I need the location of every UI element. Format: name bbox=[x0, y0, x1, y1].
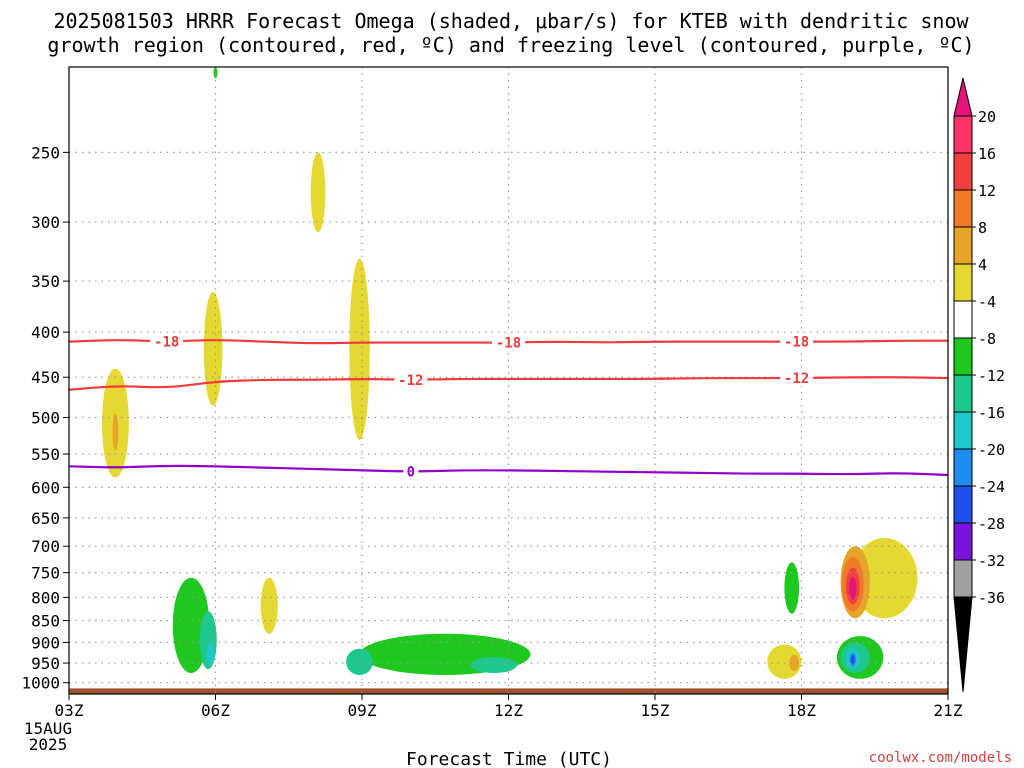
colorbar-swatch bbox=[953, 411, 973, 450]
x-tick-label: 15Z bbox=[641, 701, 670, 720]
omega-feature bbox=[206, 642, 215, 666]
x-date-label: 15AUG bbox=[24, 719, 72, 738]
omega-feature bbox=[849, 576, 857, 600]
contour-label-bg bbox=[150, 333, 184, 350]
colorbar-swatch bbox=[953, 374, 973, 413]
omega-feature bbox=[310, 152, 326, 233]
y-tick-label: 400 bbox=[31, 323, 60, 342]
contour-label-bg bbox=[780, 333, 814, 350]
y-tick-label: 950 bbox=[31, 654, 60, 673]
colorbar: 20 16 12 8 4 -4 -8 -12 -16 -20 -24 -28 -32 -36 bbox=[953, 77, 1005, 693]
y-tick-label: 250 bbox=[31, 143, 60, 162]
colorbar-label: 20 bbox=[978, 108, 996, 126]
y-tick-label: 450 bbox=[31, 368, 60, 387]
omega-feature bbox=[784, 562, 800, 614]
contour-label: -12 bbox=[398, 373, 423, 389]
y-tick-label: 500 bbox=[31, 409, 60, 428]
colorbar-bottom-arrow bbox=[953, 596, 973, 693]
x-tick-label: 06Z bbox=[201, 701, 230, 720]
y-tick-label: 550 bbox=[31, 445, 60, 464]
contour-label-bg bbox=[780, 370, 814, 387]
contour-label: -18 bbox=[496, 336, 521, 352]
contour-label: -12 bbox=[784, 371, 809, 387]
x-tick-label: 09Z bbox=[348, 701, 377, 720]
colorbar-label: -36 bbox=[978, 589, 1005, 607]
colorbar-swatch bbox=[953, 448, 973, 487]
contour-label-bg bbox=[492, 334, 525, 351]
y-tick-label: 900 bbox=[31, 633, 60, 652]
x-date-label: 2025 bbox=[29, 735, 68, 754]
colorbar-swatch bbox=[953, 115, 973, 154]
x-tick-label: 12Z bbox=[494, 701, 523, 720]
colorbar-swatch bbox=[953, 485, 973, 524]
omega-shading bbox=[101, 67, 918, 679]
colorbar-label: 4 bbox=[978, 256, 987, 274]
contour-line bbox=[68, 376, 949, 391]
omega-feature bbox=[112, 413, 119, 451]
pressure-axis: 250 300 350 400 450 500 550 600 650 700 750 800 850 9… bbox=[21, 143, 69, 693]
chart-title-line-2: growth region (contoured, red, ºC) and f… bbox=[47, 33, 974, 57]
omega-feature bbox=[213, 67, 218, 79]
y-tick-label: 650 bbox=[31, 509, 60, 528]
colorbar-label: -28 bbox=[978, 515, 1005, 533]
omega-feature bbox=[470, 656, 518, 674]
contour-label: 0 bbox=[407, 465, 415, 481]
y-tick-label: 600 bbox=[31, 478, 60, 497]
colorbar-label: -24 bbox=[978, 478, 1005, 496]
omega-feature bbox=[789, 654, 800, 672]
y-tick-label: 700 bbox=[31, 537, 60, 556]
omega-feature bbox=[203, 291, 223, 406]
colorbar-label: -20 bbox=[978, 441, 1005, 459]
contour-line bbox=[68, 464, 949, 477]
credit-text: coolwx.com/models bbox=[869, 750, 1012, 766]
colorbar-label: -12 bbox=[978, 367, 1005, 385]
colorbar-swatch bbox=[953, 522, 973, 561]
colorbar-label: -16 bbox=[978, 404, 1005, 422]
colorbar-label: -32 bbox=[978, 552, 1005, 570]
contour-label: -18 bbox=[784, 335, 809, 351]
contour-line bbox=[68, 339, 948, 345]
y-tick-label: 800 bbox=[31, 588, 60, 607]
chart-title-line-1: 2025081503 HRRR Forecast Omega (shaded, … bbox=[53, 9, 969, 33]
y-tick-label: 350 bbox=[31, 272, 60, 291]
colorbar-swatch bbox=[953, 226, 973, 265]
colorbar-swatch bbox=[953, 337, 973, 376]
temperature-contours: -18 -18 -18 -12 -12 0 bbox=[68, 333, 949, 481]
contour-label-bg bbox=[394, 371, 428, 388]
x-axis-label: Forecast Time (UTC) bbox=[406, 749, 612, 768]
contour-label: -18 bbox=[154, 335, 179, 351]
omega-feature bbox=[346, 648, 373, 675]
colorbar-label: 8 bbox=[978, 219, 987, 237]
omega-feature bbox=[349, 258, 370, 440]
y-tick-label: 1000 bbox=[21, 674, 60, 693]
colorbar-label: -8 bbox=[978, 330, 996, 348]
colorbar-swatch bbox=[953, 559, 973, 598]
y-tick-label: 850 bbox=[31, 612, 60, 631]
colorbar-swatch bbox=[953, 263, 973, 302]
x-tick-label: 21Z bbox=[934, 701, 963, 720]
x-tick-label: 03Z bbox=[55, 701, 84, 720]
y-tick-label: 300 bbox=[31, 213, 60, 232]
colorbar-label: 12 bbox=[978, 182, 996, 200]
y-tick-label: 750 bbox=[31, 564, 60, 583]
contour-label-bg bbox=[403, 463, 419, 480]
colorbar-label: -4 bbox=[978, 293, 996, 311]
colorbar-swatch bbox=[953, 189, 973, 228]
omega-feature bbox=[850, 654, 855, 664]
colorbar-swatch bbox=[953, 152, 973, 191]
colorbar-label: 16 bbox=[978, 145, 996, 163]
omega-feature bbox=[260, 577, 278, 634]
colorbar-swatch bbox=[953, 300, 973, 339]
x-tick-label: 18Z bbox=[787, 701, 816, 720]
colorbar-top-arrow bbox=[953, 77, 973, 117]
